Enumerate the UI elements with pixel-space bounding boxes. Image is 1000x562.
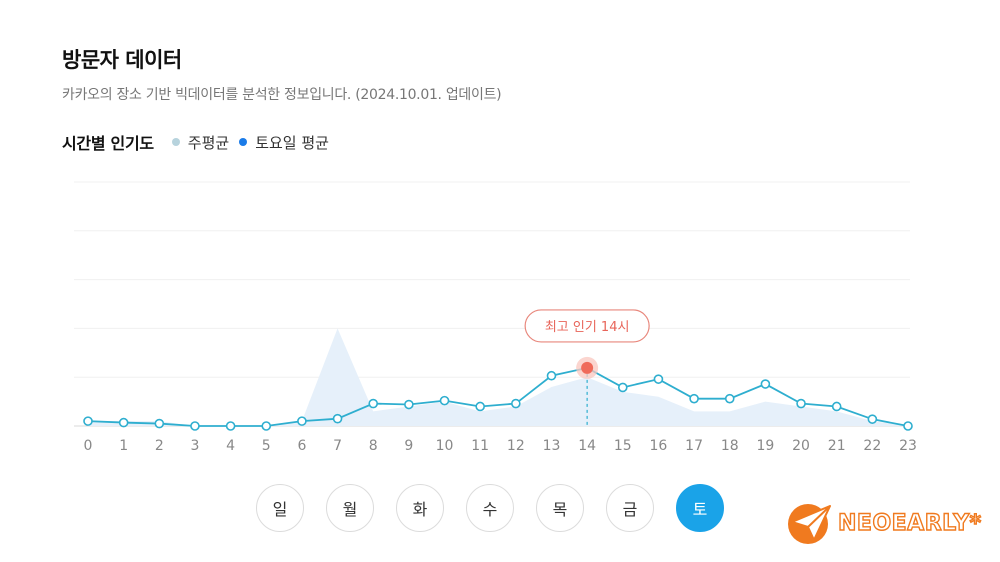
day-button-mon[interactable]: 월 — [326, 484, 374, 532]
x-tick-label: 22 — [863, 438, 881, 454]
x-tick-label: 17 — [685, 438, 703, 454]
data-point — [796, 398, 806, 409]
x-tick-label: 8 — [369, 438, 378, 454]
day-selector: 일 월 화 수 목 금 토 — [256, 484, 746, 532]
legend-item-weekly-average: 주평균 — [171, 132, 230, 153]
page-subtitle: 카카오의 장소 기반 빅데이터를 분석한 정보입니다. (2024.10.01.… — [62, 87, 502, 103]
chart-legend: 시간별 인기도 주평균 토요일 평균 — [62, 130, 339, 154]
data-point — [190, 421, 200, 431]
paper-plane-icon — [788, 504, 831, 544]
day-button-wed[interactable]: 수 — [466, 484, 514, 532]
data-point — [831, 401, 842, 412]
data-point — [617, 382, 628, 393]
x-tick-label: 10 — [436, 438, 454, 454]
series-area-weekly-average — [88, 328, 908, 426]
x-tick-label: 12 — [507, 438, 525, 454]
data-point — [546, 370, 557, 381]
x-tick-label: 14 — [578, 438, 596, 454]
x-tick-label: 13 — [543, 438, 561, 454]
x-tick-label: 20 — [792, 438, 810, 454]
x-tick-label: 19 — [756, 438, 774, 454]
data-point — [867, 414, 878, 424]
day-button-sun[interactable]: 일 — [256, 484, 304, 532]
day-button-tue[interactable]: 화 — [396, 484, 444, 532]
data-point — [475, 401, 485, 412]
data-point — [724, 393, 735, 404]
legend-label: 주평균 — [187, 133, 230, 152]
watermark-logo: NEOEARLY* — [784, 500, 982, 546]
x-tick-label: 3 — [190, 438, 199, 454]
x-tick-label: 15 — [614, 438, 632, 454]
x-tick-label: 0 — [84, 438, 93, 454]
data-point — [154, 418, 165, 429]
series-line-saturday-average — [87, 366, 909, 427]
x-tick-label: 18 — [721, 438, 739, 454]
peak-label: 최고 인기 14시 — [545, 320, 630, 335]
data-point — [439, 395, 450, 406]
watermark-text: NEOEARLY* — [837, 510, 982, 536]
x-tick-label: 11 — [471, 438, 489, 454]
data-point — [261, 421, 272, 431]
x-tick-label: 1 — [119, 438, 128, 454]
data-point — [760, 379, 771, 389]
data-point — [225, 421, 236, 431]
x-tick-label: 4 — [226, 438, 235, 454]
legend-dot-icon — [171, 138, 180, 146]
page-title: 방문자 데이터 — [62, 48, 182, 72]
data-point — [903, 421, 913, 431]
x-tick-label: 5 — [262, 438, 271, 454]
data-point — [404, 399, 414, 410]
data-point — [368, 398, 379, 409]
x-tick-label: 23 — [899, 438, 917, 454]
x-tick-label: 6 — [297, 438, 306, 454]
data-point — [511, 398, 521, 409]
day-button-thu[interactable]: 목 — [536, 484, 584, 532]
data-point — [332, 413, 343, 424]
x-tick-label: 9 — [404, 438, 413, 454]
x-tick-label: 16 — [650, 438, 668, 454]
data-point — [689, 393, 699, 404]
day-button-sat[interactable]: 토 — [676, 484, 724, 532]
data-point — [118, 417, 129, 428]
legend-dot-icon — [239, 138, 248, 146]
section-label: 시간별 인기도 — [62, 134, 154, 153]
legend-label: 토요일 평균 — [255, 133, 329, 152]
x-tick-label: 7 — [333, 438, 342, 454]
peak-marker — [581, 361, 594, 374]
peak-label-box — [524, 309, 650, 343]
legend-item-saturday-average: 토요일 평균 — [239, 132, 329, 153]
data-point — [83, 416, 93, 426]
day-button-fri[interactable]: 금 — [606, 484, 654, 532]
data-point — [297, 416, 307, 426]
data-point — [653, 374, 664, 384]
x-tick-label: 2 — [155, 438, 164, 454]
x-tick-label: 21 — [828, 438, 846, 454]
